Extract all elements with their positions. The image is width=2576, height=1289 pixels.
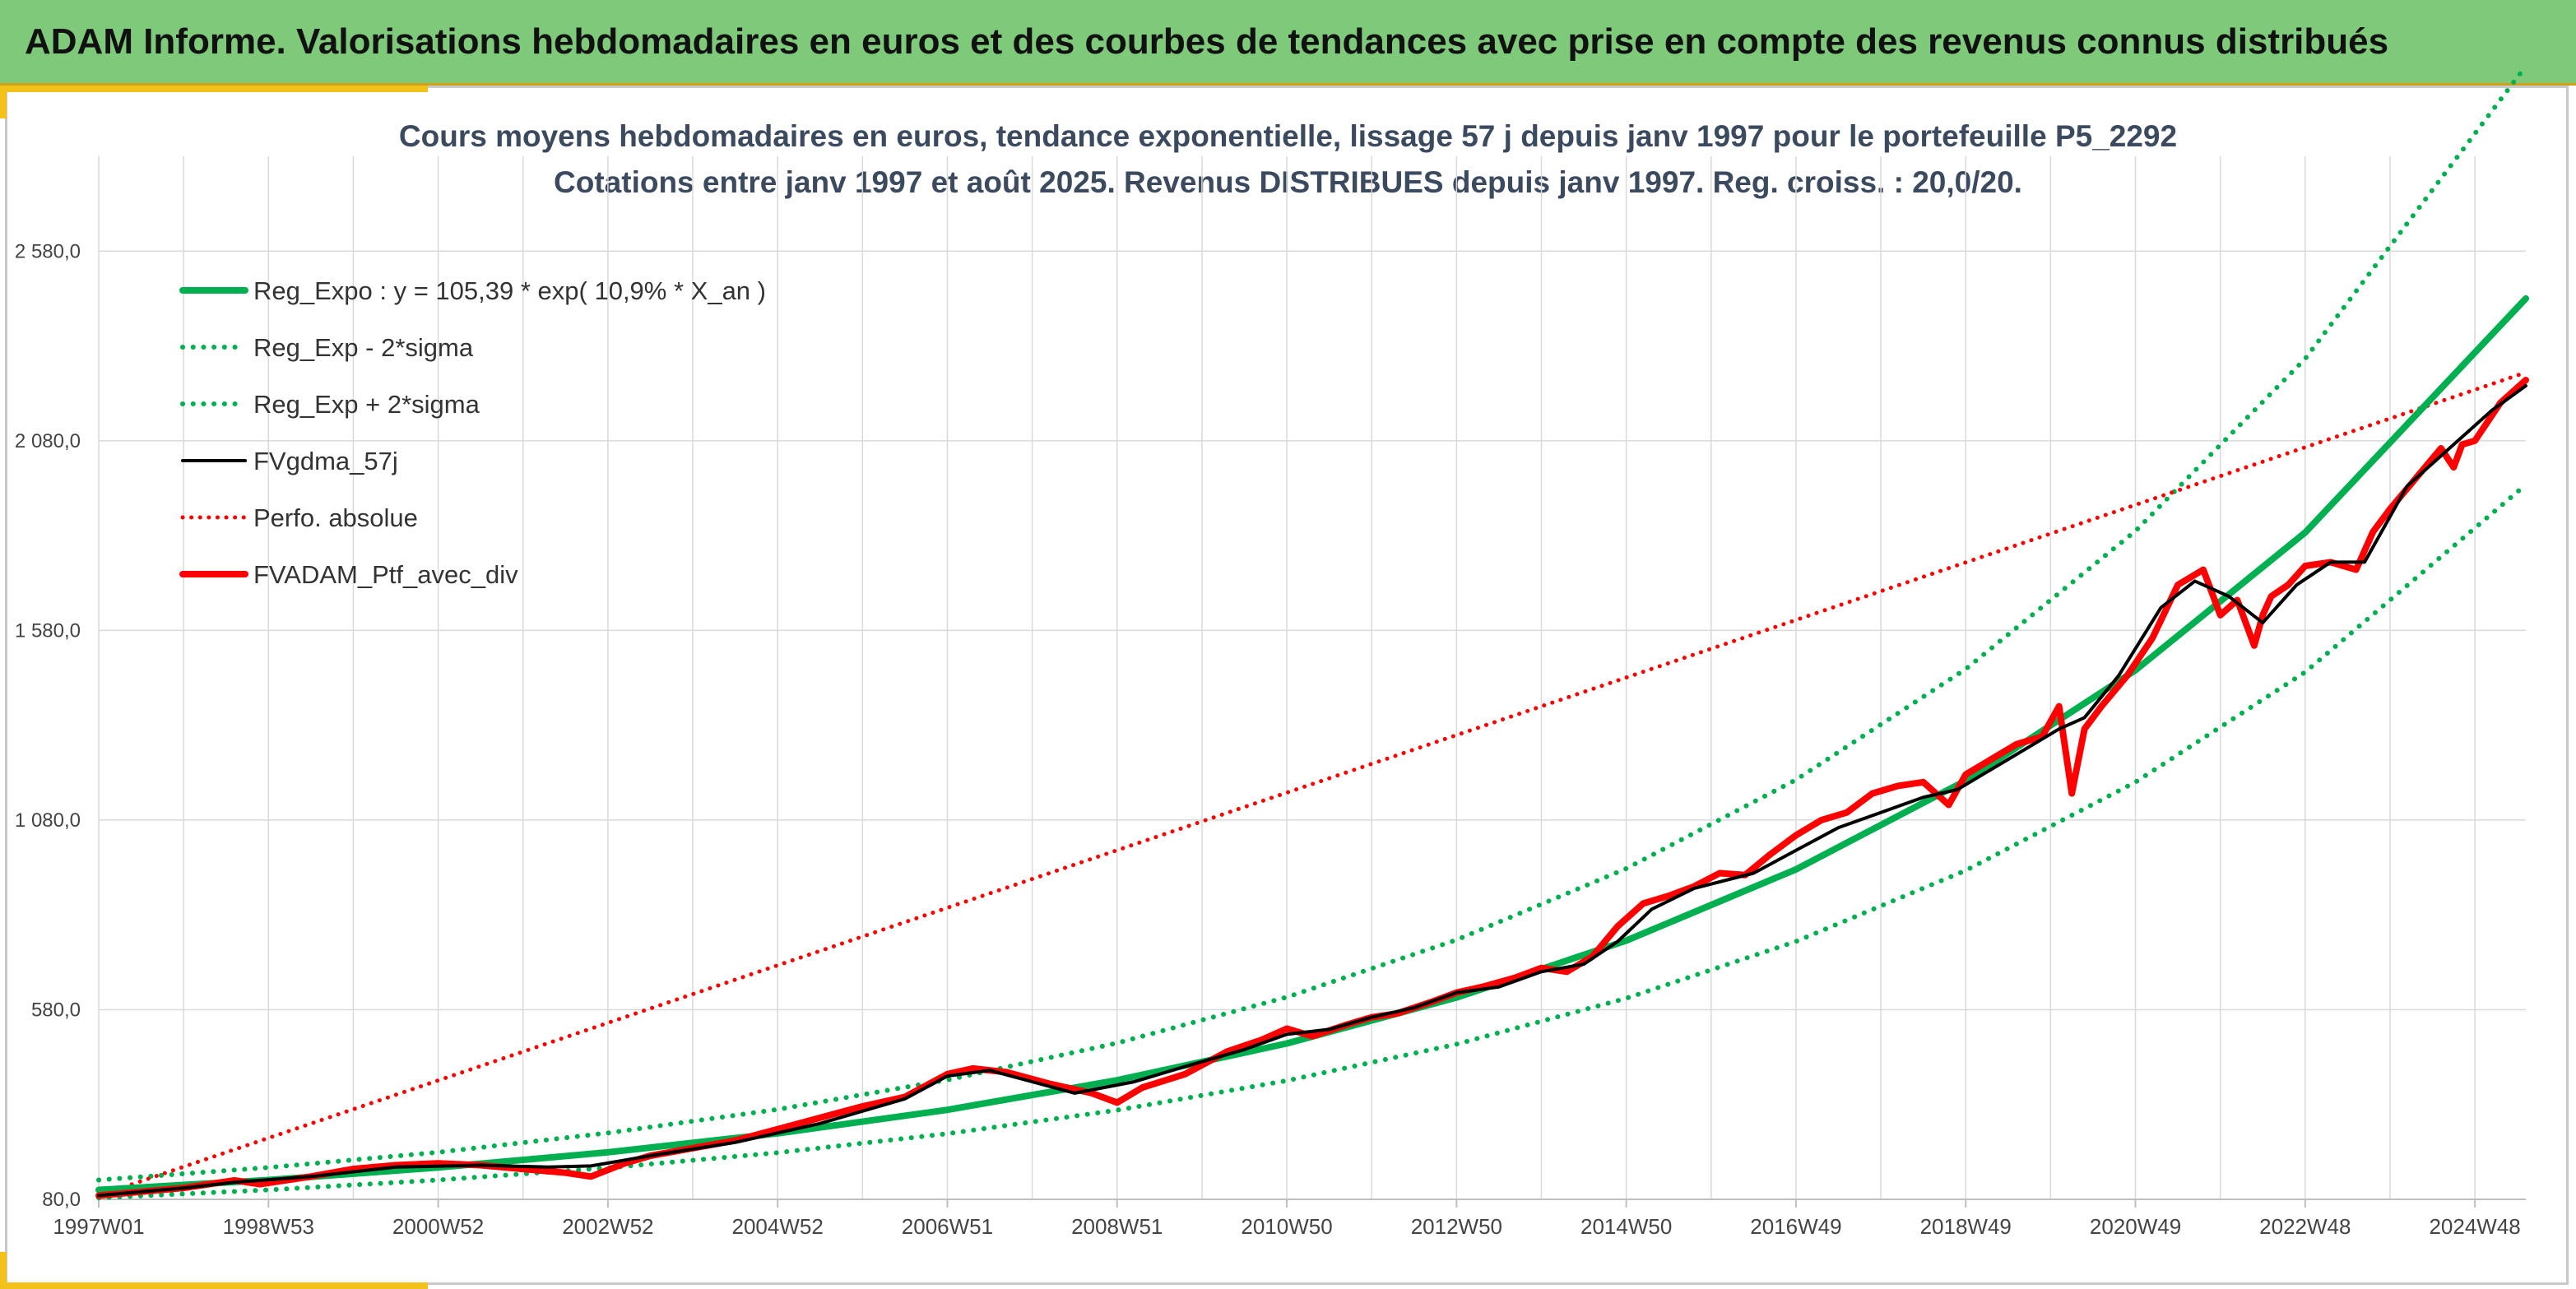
series-line [96, 370, 2528, 1198]
x-tick-label: 2020W49 [2090, 1214, 2181, 1239]
x-tick-label: 2022W48 [2259, 1214, 2351, 1239]
x-tick-label: 1998W53 [223, 1214, 314, 1239]
y-tick-label: 1 580,0 [15, 619, 81, 642]
x-tick-label: 2016W49 [1750, 1214, 1841, 1239]
legend-label: FVADAM_Ptf_avec_div [253, 560, 518, 589]
header-banner: ADAM Informe. Valorisations hebdomadaire… [0, 0, 2576, 86]
corner-accent-top-left-bar [0, 86, 428, 92]
legend-label: Reg_Expo : y = 105,39 * exp( 10,9% * X_a… [253, 276, 766, 305]
y-tick-label: 1 080,0 [15, 809, 81, 832]
chart-subtitle: Cotations entre janv 1997 et août 2025. … [554, 165, 2022, 199]
corner-accent-top-left [0, 86, 7, 118]
series-line [95, 294, 2529, 1194]
legend: Reg_Expo : y = 105,39 * exp( 10,9% * X_a… [179, 276, 766, 589]
x-tick-label: 2024W48 [2429, 1214, 2520, 1239]
legend-label: Reg_Exp - 2*sigma [253, 333, 474, 362]
y-tick-label: 80,0 [42, 1189, 81, 1211]
x-tick-label: 2000W52 [392, 1214, 484, 1239]
legend-label: Reg_Exp + 2*sigma [253, 390, 480, 419]
chart-title: Cours moyens hebdomadaires en euros, ten… [398, 119, 2178, 153]
corner-accent-bottom-left-bar [0, 1282, 428, 1289]
x-tick-label: 2010W50 [1241, 1214, 1332, 1239]
y-tick-label: 2 080,0 [15, 430, 81, 452]
axes: 80,0 580,0 1 080,0 1 580,0 2 080,0 2 580,0 199… [15, 240, 2526, 1239]
x-tick-label: 2008W51 [1071, 1214, 1163, 1239]
x-tick-label: 2002W52 [562, 1214, 653, 1239]
x-tick-label: 2006W51 [902, 1214, 993, 1239]
x-tick-label: 1997W01 [53, 1214, 144, 1239]
series-line [96, 63, 2528, 1183]
x-tick-label: 2004W52 [732, 1214, 824, 1239]
grid-lines [98, 156, 2526, 1200]
x-tick-label: 2014W50 [1580, 1214, 1672, 1239]
x-tick-label: 2018W49 [1920, 1214, 2012, 1239]
legend-label: Perfo. absolue [253, 503, 418, 532]
corner-accent-bottom-left [0, 1252, 7, 1285]
series-lines [95, 63, 2529, 1201]
legend-label: FVgdma_57j [253, 447, 398, 475]
series-line [97, 384, 2527, 1198]
header-title: ADAM Informe. Valorisations hebdomadaire… [25, 21, 2389, 62]
series-line [96, 482, 2528, 1201]
y-tick-label: 580,0 [31, 999, 81, 1021]
y-tick-label: 2 580,0 [15, 240, 81, 262]
x-tick-label: 2012W50 [1411, 1214, 1502, 1239]
